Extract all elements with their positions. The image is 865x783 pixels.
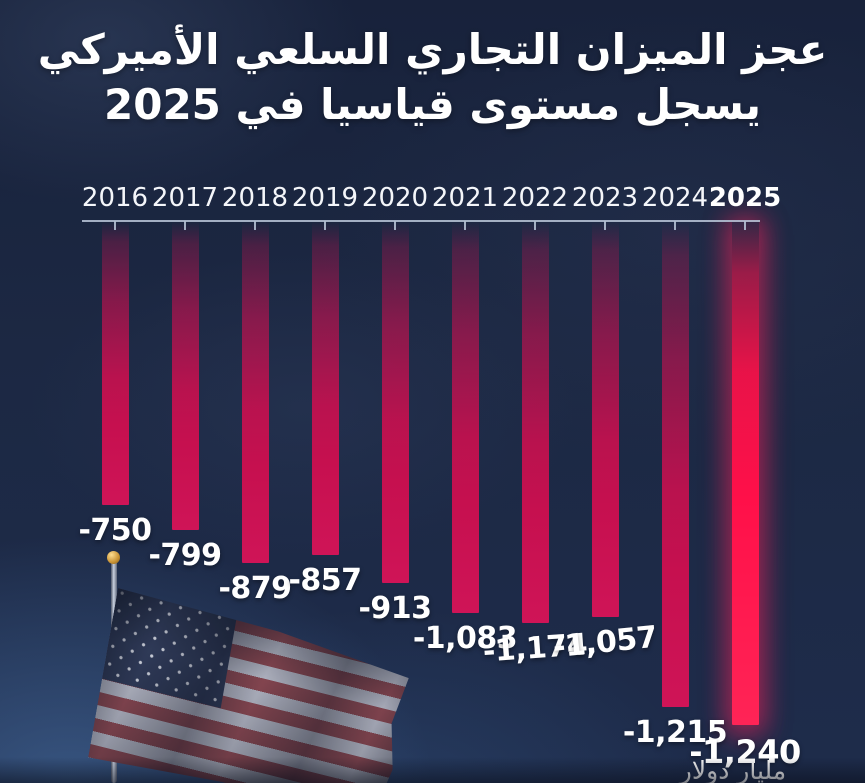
year-label-2017: 2017 — [151, 183, 219, 213]
value-label-2016: -750 — [78, 513, 152, 548]
bar-2016 — [101, 222, 129, 505]
axis-tick-2025 — [744, 221, 746, 230]
year-label-2019: 2019 — [291, 183, 359, 213]
axis-tick-2023 — [604, 221, 606, 230]
axis-tick-2024 — [674, 221, 676, 230]
unit-label: مليار دولار — [679, 756, 787, 783]
axis-line — [82, 220, 760, 222]
axis-tick-2016 — [114, 221, 116, 230]
year-label-2016: 2016 — [81, 183, 149, 213]
value-label-2021: -1,083 — [412, 621, 518, 656]
axis-tick-2021 — [464, 221, 466, 230]
value-label-2020: -913 — [358, 591, 432, 626]
axis-tick-2017 — [184, 221, 186, 230]
value-label-2018: -879 — [218, 571, 292, 606]
value-label-2024: -1,215 — [622, 715, 728, 750]
bar-2021 — [451, 222, 479, 613]
year-label-2021: 2021 — [431, 183, 499, 213]
axis-tick-2020 — [394, 221, 396, 230]
chart-title: عجز الميزان التجاري السلعي الأميركي يسجل… — [0, 22, 865, 132]
year-label-2018: 2018 — [221, 183, 289, 213]
axis-tick-2018 — [254, 221, 256, 230]
bar-2019 — [311, 222, 339, 555]
year-label-2022: 2022 — [501, 183, 569, 213]
bar-2018 — [241, 222, 269, 563]
chart-title-line1: عجز الميزان التجاري السلعي الأميركي — [37, 25, 828, 74]
bar-2017 — [171, 222, 199, 530]
axis-tick-2022 — [534, 221, 536, 230]
chart-title-line2: يسجل مستوى قياسيا في 2025 — [104, 80, 761, 129]
bar-2025 — [731, 222, 759, 725]
value-label-2023: -1,057 — [551, 619, 659, 666]
axis-tick-2019 — [324, 221, 326, 230]
bar-2022 — [521, 222, 549, 623]
bar-2020 — [381, 222, 409, 583]
year-label-2020: 2020 — [361, 183, 429, 213]
year-label-2025: 2025 — [708, 183, 782, 213]
flagpole-finial — [107, 551, 120, 564]
value-label-2019: -857 — [288, 563, 362, 598]
year-label-2023: 2023 — [571, 183, 639, 213]
value-label-2017: -799 — [148, 538, 222, 573]
bar-2023 — [591, 222, 619, 617]
bar-2024 — [661, 222, 689, 707]
year-label-2024: 2024 — [641, 183, 709, 213]
